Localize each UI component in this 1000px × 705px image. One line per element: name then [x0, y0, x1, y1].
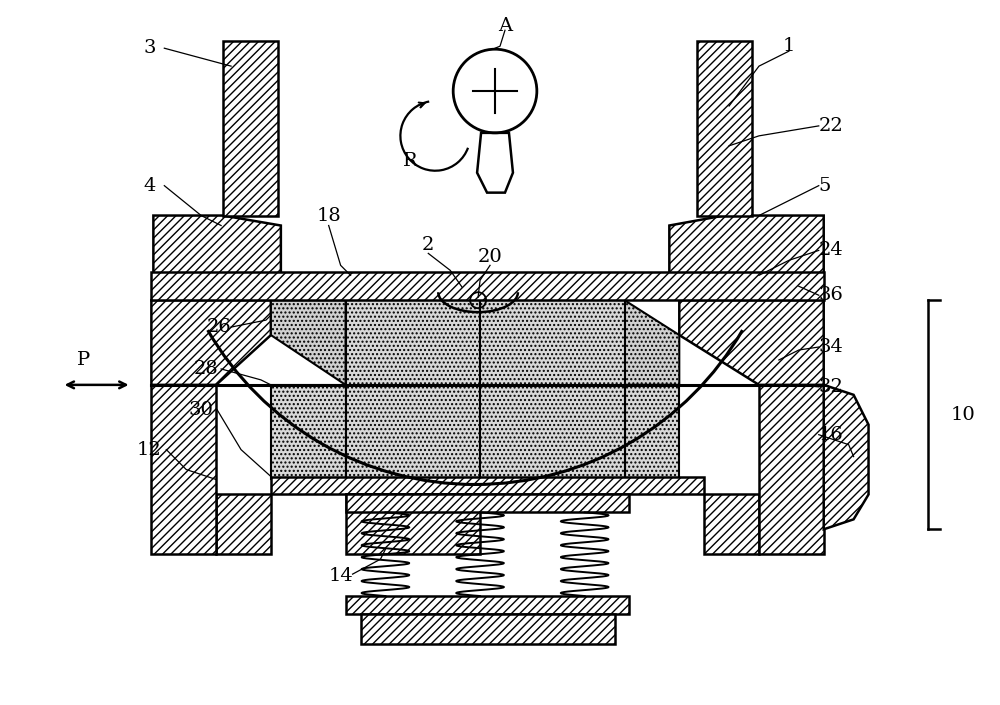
Text: 18: 18 [316, 207, 341, 224]
Bar [223, 41, 278, 216]
Text: 14: 14 [328, 567, 353, 585]
Text: 36: 36 [819, 286, 844, 305]
Polygon shape [153, 216, 281, 276]
Bar [625, 385, 679, 479]
Text: 32: 32 [819, 378, 844, 396]
Bar [361, 614, 615, 644]
Bar [151, 385, 216, 554]
Text: 5: 5 [819, 177, 831, 195]
Bar [759, 385, 824, 554]
Polygon shape [669, 216, 824, 276]
Bar [151, 272, 824, 300]
Text: R: R [403, 152, 418, 170]
Text: 1: 1 [783, 37, 795, 55]
Text: 22: 22 [819, 117, 843, 135]
Text: P: P [77, 351, 90, 369]
Bar [346, 596, 629, 614]
Polygon shape [271, 300, 346, 385]
Polygon shape [625, 300, 679, 385]
Text: 30: 30 [189, 400, 214, 419]
Text: 24: 24 [819, 241, 843, 259]
Text: 20: 20 [478, 248, 502, 266]
Text: 10: 10 [950, 406, 975, 424]
Text: 26: 26 [207, 318, 231, 336]
Bar [346, 494, 629, 513]
Text: 34: 34 [819, 338, 844, 356]
Polygon shape [824, 385, 869, 529]
Bar [271, 385, 346, 479]
Polygon shape [679, 300, 824, 385]
Bar [480, 300, 625, 479]
Bar [346, 494, 480, 554]
Bar [697, 41, 752, 216]
Text: A: A [498, 18, 512, 35]
Text: 4: 4 [143, 177, 156, 195]
Bar [216, 494, 271, 554]
Polygon shape [151, 300, 271, 385]
Bar [346, 300, 480, 479]
Bar [271, 477, 704, 494]
Text: 12: 12 [137, 441, 162, 459]
Text: 2: 2 [422, 236, 434, 255]
Polygon shape [477, 133, 513, 192]
Text: 3: 3 [143, 39, 156, 57]
Text: 16: 16 [819, 426, 843, 443]
Bar [704, 494, 759, 554]
Text: 28: 28 [194, 360, 219, 378]
